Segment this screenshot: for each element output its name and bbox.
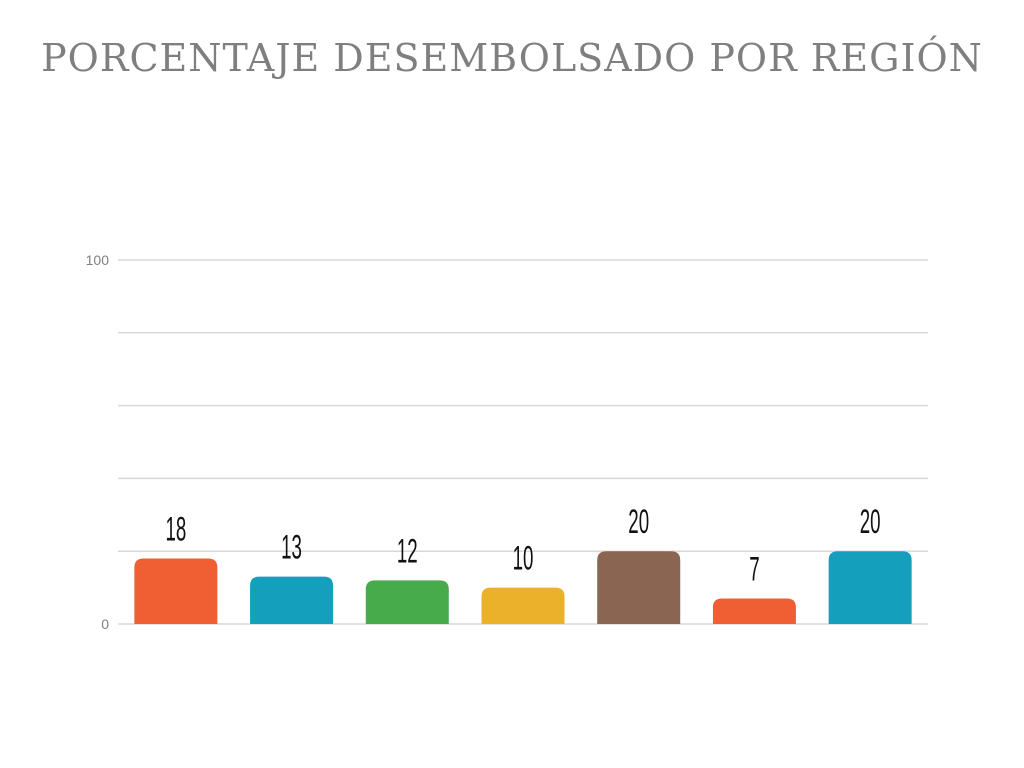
data-label: 20 xyxy=(860,502,881,540)
bar xyxy=(597,551,681,624)
y-tick-label: 0 xyxy=(101,616,109,632)
bar xyxy=(250,576,334,624)
data-label: 7 xyxy=(749,550,759,588)
y-tick-label: 100 xyxy=(86,252,110,268)
bar xyxy=(134,558,218,624)
data-label: 18 xyxy=(165,510,186,548)
bars xyxy=(134,551,912,624)
data-label: 20 xyxy=(628,502,649,540)
data-label: 13 xyxy=(281,528,302,566)
bar xyxy=(365,580,449,624)
data-labels: 18 13 12 10 20 7 20 xyxy=(165,502,880,588)
bar xyxy=(828,551,912,624)
chart-title: PORCENTAJE DESEMBOLSADO POR REGIÓN xyxy=(41,36,983,80)
bar xyxy=(481,587,565,624)
bar xyxy=(712,598,796,624)
data-label: 10 xyxy=(513,539,534,577)
data-label: 12 xyxy=(397,531,418,569)
